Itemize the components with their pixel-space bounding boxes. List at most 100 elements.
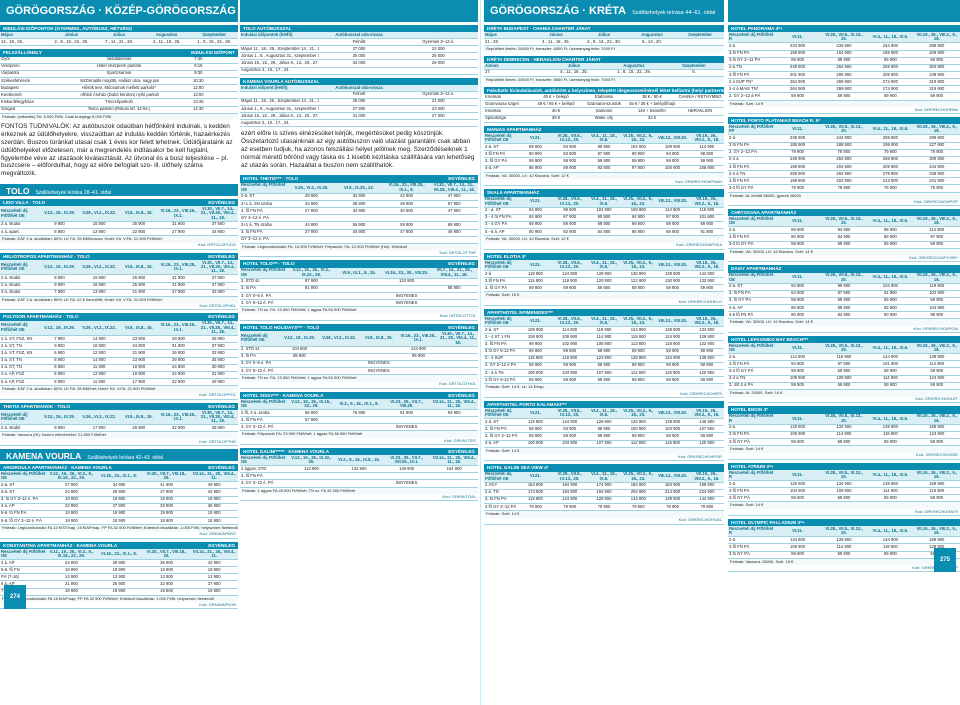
table-cell: 254 900: [820, 64, 868, 72]
table-cell: 9 900: [39, 282, 80, 290]
table-cell: 139 900: [655, 418, 690, 427]
price-table-title: INDULÁSI IDŐPONTOK (GYERMEK, AUTÓBUSZ, H…: [0, 25, 238, 33]
table-cell: [430, 472, 478, 481]
price-table: Részvételi díj Ft/fő/hét OE V.12., 19., I…: [0, 320, 238, 387]
table-cell: 129 900: [586, 418, 622, 427]
price-note: Felárak: EÁF 2 á. stúdióban: 80%; LK FA:…: [0, 386, 238, 393]
table-cell: 59 900: [820, 92, 868, 101]
column-header: VI.9., IX.8., 15.: [118, 409, 159, 426]
table-cell: 29 000: [398, 59, 478, 68]
table-cell: 116 900: [655, 369, 690, 378]
table-cell: 2. GY 2–12 á PÁ: [728, 92, 775, 101]
table-cell: Gyermek 3–12 é.: [398, 38, 478, 47]
table-cell: 49 900: [190, 481, 238, 490]
price-note: Felárak: Vacsora: 26000, Szél: 15 €: [728, 558, 960, 566]
table-cell: 36 900: [142, 559, 191, 568]
table-row: Május Június Július Augusztus Szeptember: [0, 32, 238, 40]
table-cell: 24 900: [158, 371, 199, 379]
hotel-name: HOTEL LEFKONIKO BAY BEACH***: [731, 336, 809, 342]
column-header: VI.21.: [518, 133, 553, 145]
table-cell: 319 900: [913, 78, 960, 87]
column-header: Részvételi díj Ft/fő/hét OE: [0, 409, 40, 426]
table-cell: 42 900: [382, 193, 431, 202]
table-cell: 4-á. AP: [728, 304, 775, 313]
column-header: VI.28., VII.5., IX.13., 20.: [820, 343, 868, 355]
table-cell: Július: [95, 32, 143, 40]
table-cell: Tesco parkoló (Rókusi krt. 42-64.): [79, 106, 159, 114]
column-header: VI.4., 11., 18., IX.6.: [586, 471, 622, 483]
table-cell: 2 á. stúdió: [0, 424, 40, 433]
middle-column: TOLO AUTÓBUSSZAL Indulási időpontok (hétf…: [240, 0, 478, 502]
table-cell: Június: [484, 63, 544, 70]
table-cell: 59 900: [867, 367, 914, 376]
table-cell: 202 900: [820, 177, 868, 186]
table-cell: 34 900: [95, 481, 143, 490]
table-cell: 19 900: [95, 496, 143, 504]
price-block: HOTEL GALINI***** · KAMENA VOURLA EGYÉNIL…: [240, 447, 478, 502]
table-row: 3 fő FN PÁ 115 900 118 900 120 900 122 900 13…: [484, 277, 724, 286]
table-row: Indulási időpont (hétfő) Autóbusszal oda-…: [240, 85, 478, 92]
table-cell: [319, 353, 359, 361]
table-cell: 59 900: [820, 494, 868, 503]
table-row: 2+1 á. TN szoba 44 900 55 900 59 900 69 900: [240, 221, 478, 230]
hotel-name: TOLO AUTÓBUSSZAL: [243, 26, 292, 31]
table-cell: 3-á. ST: [0, 488, 48, 497]
table-cell: 80 900: [774, 233, 821, 242]
price-note: Felárak: Szél: 14 €: [484, 447, 724, 455]
table-cell: 59 900: [586, 284, 622, 293]
price-note: Felárak: Szél: 14 €: [728, 502, 960, 510]
table-cell: 134 900: [774, 536, 821, 545]
table-cell: 185 900: [774, 142, 821, 150]
hotel-name: SKALA APARTMANHÁZ: [487, 190, 540, 196]
table-cell: 22 900: [47, 503, 96, 511]
price-note: Felárak: VA: 30000, LK: 42 €/szoba, Szél…: [484, 172, 724, 180]
table-cell: 35 900: [198, 335, 238, 344]
table-cell: 112 900: [913, 360, 960, 369]
table-cell: 9 900: [39, 342, 80, 351]
table-cell: 174 900: [586, 482, 622, 490]
table-cell: 59 900: [655, 432, 690, 441]
booking-type: EGYÉNILEG: [208, 314, 235, 320]
table-row: 3 fő FN PÁ 109 900 114 900 119 900 129 900: [728, 543, 960, 552]
table-cell: Szeptember: [190, 32, 238, 40]
table-cell: 3. fő PÁ: [240, 285, 288, 293]
table-cell: 274 900: [867, 78, 914, 87]
offer-code: Kód: GRKRECHOAPSKA: [484, 243, 724, 250]
price-note: Felárak: TN sz. FA: 13.500 Ft/fő/hét; 1 …: [240, 375, 478, 382]
table-cell: [335, 236, 383, 244]
price-table: Részvételi díj Ft/fő/hét OE VI.21. VI.28.,…: [484, 133, 724, 173]
price-block: HOTEL ELOTIA 3* Részvételi díj Ft/fő/hét …: [484, 252, 724, 306]
table-cell: [335, 416, 383, 425]
column-header: VIII.12., VIII.30.: [655, 196, 690, 208]
column-header: Részvételi díj Ft/fő/hét R: [728, 526, 775, 538]
table-cell: 114 900: [820, 543, 868, 552]
table-cell: 19 900: [95, 510, 143, 519]
column-header: VI.30., VII.7., 14., 21., VII.28., VIII.…: [430, 182, 478, 194]
table-cell: 9 900: [39, 274, 80, 283]
table-cell: 13 900: [95, 573, 143, 582]
table-cell: Június: [532, 32, 580, 40]
table-cell: 114 900: [774, 353, 821, 362]
price-table-title: KONSTANTINA APARTMANHÁZ · KAMENA VOURLA E…: [0, 541, 238, 549]
table-cell: 134 900: [820, 424, 868, 432]
booking-type: EGYÉNILEG: [208, 403, 235, 409]
table-cell: 114 900: [552, 326, 587, 335]
table-cell: Vasútállomás: [79, 56, 159, 64]
price-table-title: HOTEL ELOTIA 3*: [484, 252, 724, 260]
table-cell: 164 900: [820, 50, 868, 58]
table-cell: 112 900: [621, 440, 656, 448]
table-row: 3 fő GY 6-12 PÁ 59 900 59 900 59 900 59 900 5…: [484, 348, 724, 356]
table-cell: 124 900: [867, 353, 914, 362]
table-cell: 3. fő GY PÁ: [484, 284, 519, 293]
column-header: VI.4., 11., 18., IX.6.: [867, 469, 914, 481]
column-header: V.26., VI.2., IX.22.: [79, 206, 119, 222]
price-note: Felárak: VA: 30000, LK: 42 €/szoba, Szél…: [728, 319, 960, 327]
table-cell: 59 900: [689, 157, 724, 166]
booking-type: EGYÉNILEG: [448, 392, 475, 398]
table-cell: Autóbusszal oda-vissza: [319, 85, 399, 92]
table-cell: 11 900: [79, 378, 119, 387]
table-cell: 34 900: [335, 229, 383, 237]
table-cell: 88 900: [430, 285, 478, 293]
price-table: Részvételi díj Ft/fő/hét OE VI.21. VI.28.,…: [484, 259, 724, 293]
